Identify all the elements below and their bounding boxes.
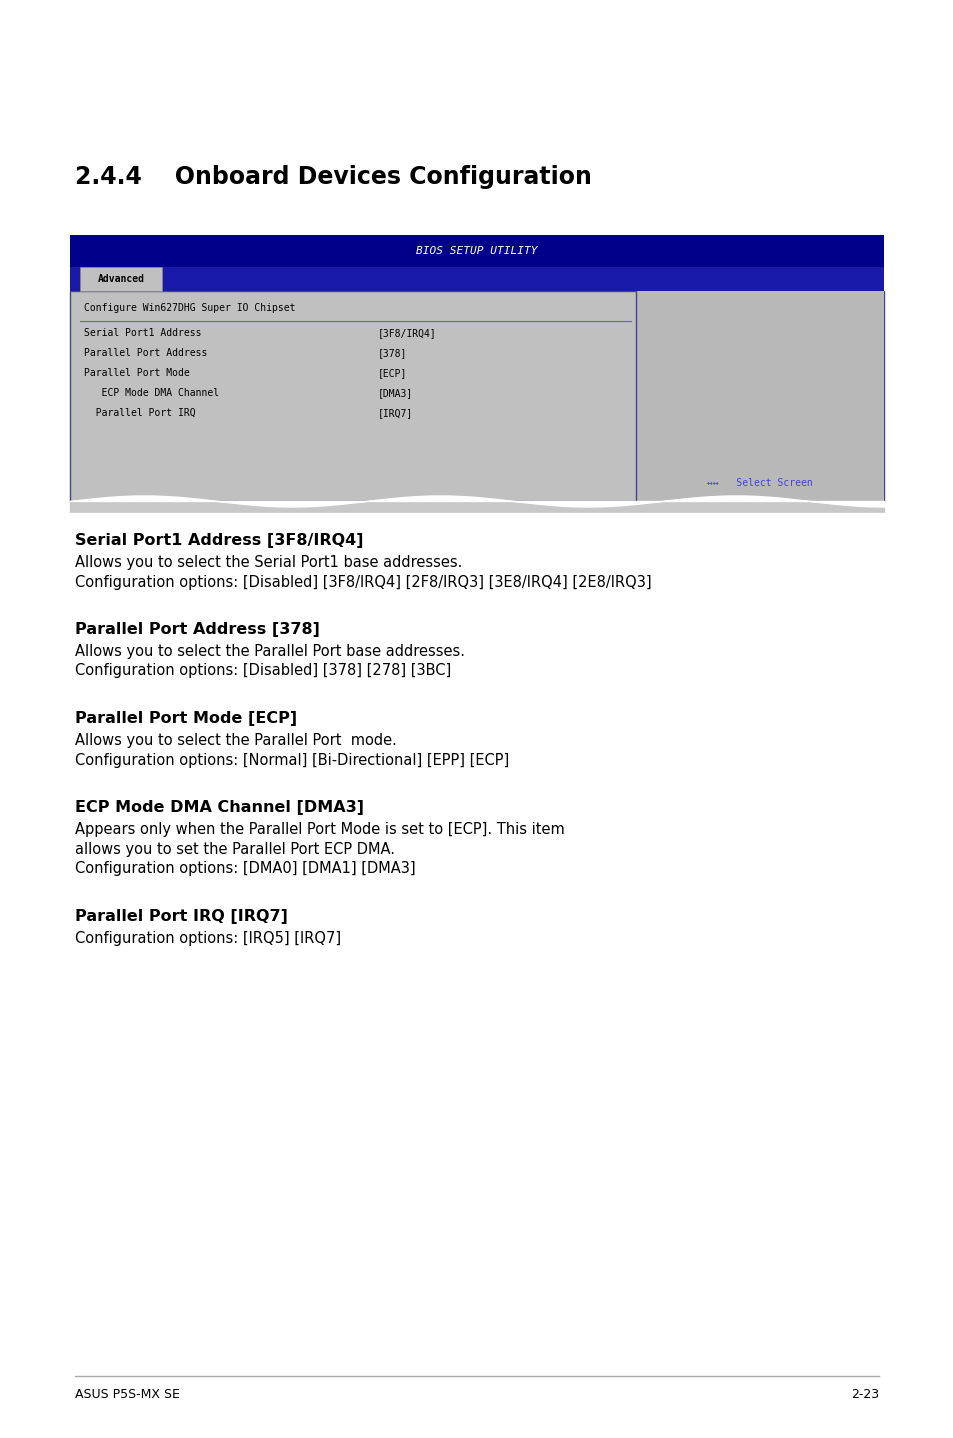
- Text: Parallel Port Mode: Parallel Port Mode: [84, 368, 190, 378]
- Text: Configuration options: [Normal] [Bi-Directional] [EPP] [ECP]: Configuration options: [Normal] [Bi-Dire…: [75, 752, 509, 768]
- Text: Appears only when the Parallel Port Mode is set to [ECP]. This item: Appears only when the Parallel Port Mode…: [75, 823, 564, 837]
- Text: Allows you to select the Parallel Port base addresses.: Allows you to select the Parallel Port b…: [75, 644, 464, 659]
- Text: Parallel Port Address: Parallel Port Address: [84, 348, 207, 358]
- Text: Serial Port1 Address: Serial Port1 Address: [84, 328, 201, 338]
- Text: Configuration options: [DMA0] [DMA1] [DMA3]: Configuration options: [DMA0] [DMA1] [DM…: [75, 861, 416, 876]
- Text: Configuration options: [IRQ5] [IRQ7]: Configuration options: [IRQ5] [IRQ7]: [75, 930, 341, 946]
- Text: ↔↔   Select Screen: ↔↔ Select Screen: [706, 477, 812, 487]
- Text: ECP Mode DMA Channel: ECP Mode DMA Channel: [84, 388, 219, 398]
- Text: Parallel Port IRQ [IRQ7]: Parallel Port IRQ [IRQ7]: [75, 909, 288, 923]
- Text: [378]: [378]: [377, 348, 406, 358]
- Bar: [70, 290, 883, 500]
- Text: Parallel Port Address [378]: Parallel Port Address [378]: [75, 623, 319, 637]
- Text: BIOS SETUP UTILITY: BIOS SETUP UTILITY: [416, 246, 537, 256]
- Bar: [70, 267, 883, 290]
- Text: ASUS P5S-MX SE: ASUS P5S-MX SE: [75, 1388, 180, 1401]
- Bar: [80, 267, 162, 290]
- Bar: [635, 290, 883, 500]
- Text: Configuration options: [Disabled] [378] [278] [3BC]: Configuration options: [Disabled] [378] …: [75, 663, 451, 679]
- Text: [ECP]: [ECP]: [377, 368, 406, 378]
- Text: [IRQ7]: [IRQ7]: [377, 408, 413, 418]
- Text: 2-23: 2-23: [850, 1388, 878, 1401]
- Text: Serial Port1 Address [3F8/IRQ4]: Serial Port1 Address [3F8/IRQ4]: [75, 533, 363, 548]
- Text: Configuration options: [Disabled] [3F8/IRQ4] [2F8/IRQ3] [3E8/IRQ4] [2E8/IRQ3]: Configuration options: [Disabled] [3F8/I…: [75, 575, 651, 590]
- Text: ECP Mode DMA Channel [DMA3]: ECP Mode DMA Channel [DMA3]: [75, 800, 364, 815]
- Text: [DMA3]: [DMA3]: [377, 388, 413, 398]
- Text: Parallel Port Mode [ECP]: Parallel Port Mode [ECP]: [75, 710, 296, 726]
- Text: Allows you to select the Parallel Port  mode.: Allows you to select the Parallel Port m…: [75, 733, 396, 748]
- Text: Configure Win627DHG Super IO Chipset: Configure Win627DHG Super IO Chipset: [84, 303, 295, 313]
- Text: 2.4.4    Onboard Devices Configuration: 2.4.4 Onboard Devices Configuration: [75, 165, 591, 188]
- Text: [3F8/IRQ4]: [3F8/IRQ4]: [377, 328, 436, 338]
- Text: Allows you to select the Serial Port1 base addresses.: Allows you to select the Serial Port1 ba…: [75, 555, 462, 569]
- Text: Parallel Port IRQ: Parallel Port IRQ: [84, 408, 195, 418]
- Text: allows you to set the Parallel Port ECP DMA.: allows you to set the Parallel Port ECP …: [75, 841, 395, 857]
- Bar: [70, 234, 883, 267]
- Text: Advanced: Advanced: [97, 275, 144, 283]
